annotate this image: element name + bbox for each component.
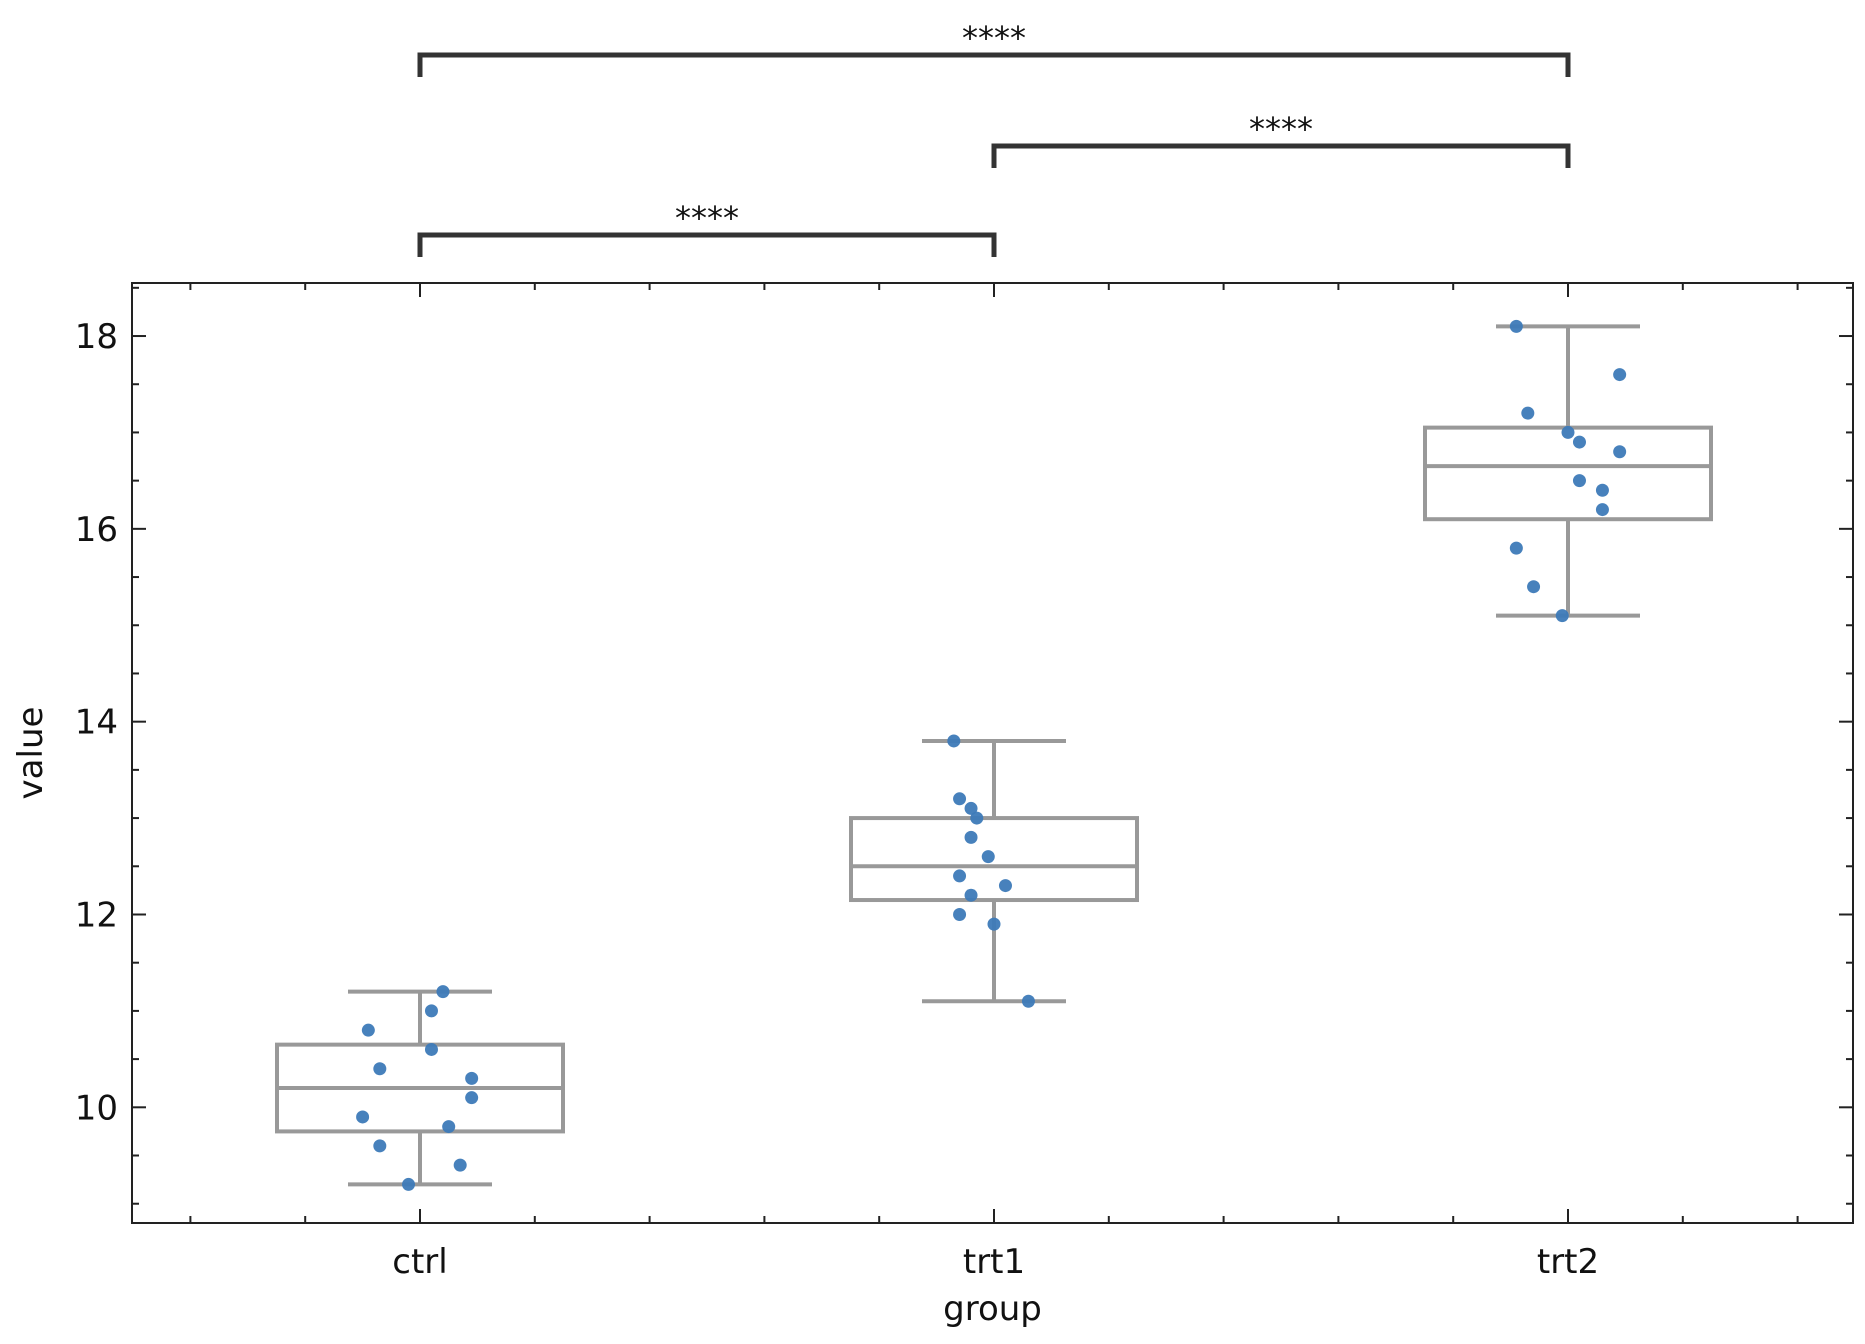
box-iqr: [849, 816, 1139, 903]
data-point: [356, 1110, 370, 1124]
data-point: [1572, 474, 1586, 488]
data-point: [947, 734, 961, 748]
x-tick-label: trt1: [963, 1242, 1025, 1282]
data-point: [1595, 483, 1609, 497]
data-point: [424, 1004, 438, 1018]
y-axis-ticks: 10 12 14 16 18: [75, 286, 1853, 1205]
data-point: [373, 1062, 387, 1076]
data-point: [970, 811, 984, 825]
y-tick-label: 16: [75, 510, 118, 550]
bracket-line: [417, 232, 997, 257]
data-point: [981, 850, 995, 864]
significance-label: ****: [962, 19, 1026, 57]
x-tick-label: trt2: [1537, 1242, 1599, 1282]
y-tick-label: 10: [75, 1088, 118, 1128]
data-point: [424, 1042, 438, 1056]
significance-bracket: ****: [991, 110, 1571, 168]
data-point: [373, 1139, 387, 1153]
y-axis-label: value: [11, 707, 51, 800]
y-tick-label: 18: [75, 317, 118, 357]
x-axis-ticks: ctrl trt1 trt2: [189, 283, 1799, 1282]
data-point: [442, 1120, 456, 1134]
y-tick-label: 14: [75, 703, 118, 743]
box-trt2: [1423, 324, 1713, 618]
data-point: [964, 801, 978, 815]
data-point: [987, 917, 1001, 931]
data-point: [453, 1158, 467, 1172]
data-point: [964, 888, 978, 902]
data-point: [1527, 580, 1541, 594]
data-point: [953, 869, 967, 883]
box-plot-boxes: [275, 324, 1713, 1187]
data-point: [953, 907, 967, 921]
data-point: [1021, 994, 1035, 1008]
data-point: [1613, 445, 1627, 459]
significance-bracket: ****: [417, 19, 1571, 77]
box-iqr: [1423, 425, 1713, 522]
data-point: [465, 1071, 479, 1085]
data-point: [436, 985, 450, 999]
significance-label: ****: [675, 199, 739, 237]
data-point: [998, 879, 1012, 893]
data-point: [1521, 406, 1535, 420]
data-point: [1595, 503, 1609, 517]
x-axis-label: group: [943, 1289, 1042, 1329]
data-points: [356, 319, 1627, 1191]
y-tick-label: 12: [75, 895, 118, 935]
data-point: [964, 830, 978, 844]
data-point: [1509, 541, 1523, 555]
bracket-line: [991, 143, 1571, 168]
data-point: [1572, 435, 1586, 449]
data-point: [1561, 425, 1575, 439]
data-point: [1555, 609, 1569, 623]
significance-label: ****: [1249, 110, 1313, 148]
box-trt1: [849, 738, 1139, 1004]
data-point: [465, 1091, 479, 1105]
data-point: [402, 1177, 416, 1191]
data-point: [1509, 319, 1523, 333]
data-point: [361, 1023, 375, 1037]
significance-bracket: ****: [417, 199, 997, 257]
bracket-line: [417, 52, 1571, 77]
x-tick-label: ctrl: [392, 1242, 447, 1282]
significance-brackets: **** **** ****: [417, 19, 1571, 257]
data-point: [1613, 368, 1627, 382]
box-ctrl: [275, 989, 565, 1187]
plot-frame: [131, 282, 1854, 1224]
data-point: [953, 792, 967, 806]
